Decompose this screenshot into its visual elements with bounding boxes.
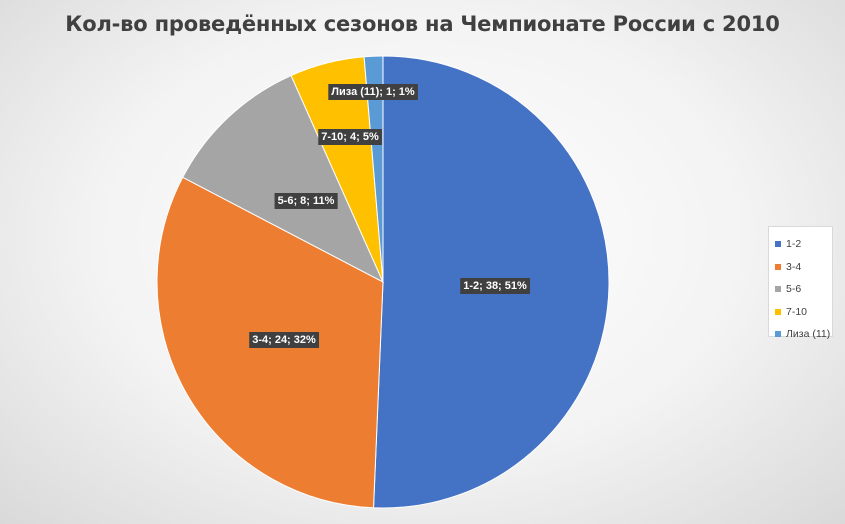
- data-label-3-4: 3-4; 24; 32%: [249, 332, 320, 348]
- pie-slice-Лиза (11): [363, 55, 384, 283]
- legend-label: 7-10: [786, 305, 808, 318]
- legend-swatch: [775, 286, 781, 293]
- chart-title: Кол-во проведённых сезонов на Чемпионате…: [65, 12, 780, 36]
- legend-label: Лиза (11): [786, 328, 831, 341]
- legend-swatch: [775, 263, 781, 270]
- legend-label: 3-4: [786, 260, 802, 273]
- legend-label: 1-2: [786, 238, 802, 251]
- legend-label: 5-6: [786, 283, 802, 296]
- pie-slice-5-6: [182, 74, 385, 284]
- data-label-1-2: 1-2; 38; 51%: [460, 278, 531, 294]
- data-label-text: Лиза (11); 1; 1%: [331, 86, 415, 98]
- legend-item-3-4: 3-4: [775, 256, 832, 279]
- legend-item-7-10: 7-10: [775, 301, 832, 324]
- data-label-7-10: 7-10; 4; 5%: [318, 129, 382, 145]
- legend-item-1-2: 1-2: [775, 233, 832, 256]
- legend-item-5-6: 5-6: [775, 278, 832, 301]
- data-label-text: 5-6; 8; 11%: [278, 195, 335, 207]
- legend-item-Лиза (11): Лиза (11): [775, 323, 832, 346]
- legend-swatch: [775, 308, 781, 315]
- legend-swatch: [775, 331, 781, 338]
- data-label-text: 3-4; 24; 32%: [252, 334, 316, 346]
- data-label-text: 7-10; 4; 5%: [321, 131, 379, 143]
- data-label-5-6: 5-6; 8; 11%: [274, 193, 338, 209]
- data-label-text: 1-2; 38; 51%: [463, 280, 527, 292]
- legend-swatch: [775, 241, 781, 248]
- data-label-Лиза (11): Лиза (11); 1; 1%: [328, 84, 418, 100]
- legend: 1-2 3-4 5-6 7-10 Лиза (11): [768, 226, 833, 340]
